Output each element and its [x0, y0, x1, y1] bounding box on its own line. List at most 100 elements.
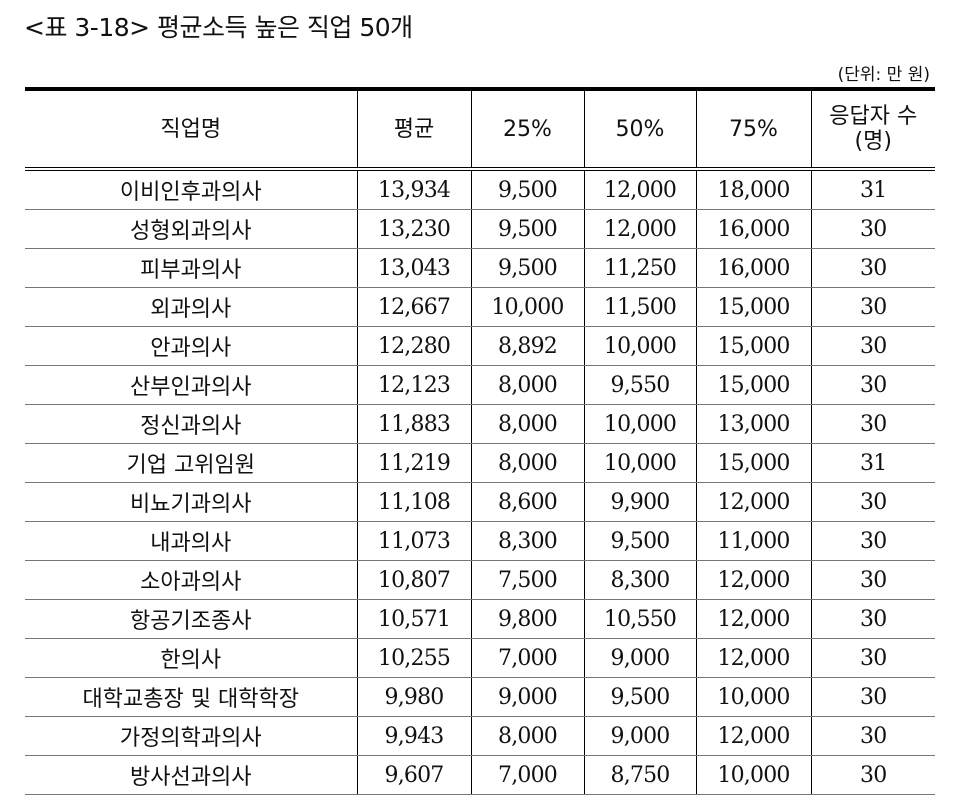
cell-respondents: 30	[810, 716, 935, 756]
cell-p50: 12,000	[583, 209, 696, 249]
cell-p25: 9,500	[470, 209, 584, 249]
cell-respondents: 30	[810, 755, 935, 795]
table-row: 피부과의사 13,043 9,500 11,250 16,000 30	[25, 248, 935, 288]
cell-occupation: 안과의사	[25, 326, 357, 366]
cell-mean: 13,043	[356, 248, 471, 288]
cell-mean: 12,123	[356, 365, 471, 405]
table-row: 외과의사 12,667 10,000 11,500 15,000 30	[25, 287, 935, 327]
table-row: 대학교총장 및 대학학장 9,980 9,000 9,500 10,000 30	[25, 677, 935, 717]
table-row: 항공기조종사 10,571 9,800 10,550 12,000 30	[25, 599, 935, 639]
cell-p50: 11,500	[583, 287, 696, 327]
cell-p25: 8,600	[470, 482, 584, 522]
table-row: 기업 고위임원 11,219 8,000 10,000 15,000 31	[25, 443, 935, 483]
cell-p50: 9,500	[583, 521, 696, 561]
cell-p25: 9,500	[470, 169, 584, 210]
cell-mean: 13,230	[356, 209, 471, 249]
col-header-p25: 25%	[470, 89, 584, 171]
cell-occupation: 한의사	[25, 638, 357, 678]
cell-occupation: 비뇨기과의사	[25, 482, 357, 522]
cell-respondents: 30	[810, 599, 935, 639]
col-header-p75: 75%	[695, 89, 811, 171]
cell-occupation: 정신과의사	[25, 404, 357, 444]
cell-occupation: 항공기조종사	[25, 599, 357, 639]
cell-p25: 8,000	[470, 443, 584, 483]
cell-mean: 11,883	[356, 404, 471, 444]
cell-respondents: 30	[810, 248, 935, 288]
cell-p25: 10,000	[470, 287, 584, 327]
cell-mean: 11,073	[356, 521, 471, 561]
cell-respondents: 30	[810, 677, 935, 717]
cell-p50: 10,550	[583, 599, 696, 639]
cell-occupation: 성형외과의사	[25, 209, 357, 249]
cell-respondents: 30	[810, 287, 935, 327]
cell-mean: 10,255	[356, 638, 471, 678]
cell-p50: 9,550	[583, 365, 696, 405]
cell-respondents: 31	[810, 169, 935, 210]
cell-p50: 9,000	[583, 716, 696, 756]
cell-p25: 8,000	[470, 404, 584, 444]
cell-respondents: 30	[810, 209, 935, 249]
cell-occupation: 산부인과의사	[25, 365, 357, 405]
table-row: 방사선과의사 9,607 7,000 8,750 10,000 30	[25, 755, 935, 795]
table-row: 성형외과의사 13,230 9,500 12,000 16,000 30	[25, 209, 935, 249]
cell-occupation: 내과의사	[25, 521, 357, 561]
cell-mean: 9,980	[356, 677, 471, 717]
cell-respondents: 30	[810, 482, 935, 522]
table-row: 한의사 10,255 7,000 9,000 12,000 30	[25, 638, 935, 678]
cell-occupation: 소아과의사	[25, 560, 357, 600]
cell-respondents: 30	[810, 560, 935, 600]
cell-p50: 10,000	[583, 326, 696, 366]
cell-p25: 9,000	[470, 677, 584, 717]
cell-occupation: 기업 고위임원	[25, 443, 357, 483]
cell-occupation: 가정의학과의사	[25, 716, 357, 756]
cell-mean: 10,807	[356, 560, 471, 600]
cell-mean: 9,607	[356, 755, 471, 795]
cell-mean: 11,219	[356, 443, 471, 483]
cell-occupation: 외과의사	[25, 287, 357, 327]
unit-note: (단위: 만 원)	[837, 65, 930, 85]
table-row: 비뇨기과의사 11,108 8,600 9,900 12,000 30	[25, 482, 935, 522]
cell-p25: 8,000	[470, 716, 584, 756]
cell-p25: 8,000	[470, 365, 584, 405]
cell-p75: 12,000	[695, 482, 811, 522]
cell-p50: 8,300	[583, 560, 696, 600]
cell-p75: 12,000	[695, 560, 811, 600]
table-caption: <표 3-18> 평균소득 높은 직업 50개	[24, 13, 413, 42]
cell-mean: 10,571	[356, 599, 471, 639]
cell-p50: 10,000	[583, 443, 696, 483]
cell-p75: 16,000	[695, 248, 811, 288]
cell-p75: 16,000	[695, 209, 811, 249]
col-header-p50: 50%	[583, 89, 696, 171]
cell-p75: 18,000	[695, 169, 811, 210]
cell-respondents: 30	[810, 638, 935, 678]
cell-p75: 12,000	[695, 638, 811, 678]
table-row: 정신과의사 11,883 8,000 10,000 13,000 30	[25, 404, 935, 444]
cell-p75: 12,000	[695, 716, 811, 756]
table-body: 이비인후과의사 13,934 9,500 12,000 18,000 31 성형외과의사 13…	[25, 169, 935, 795]
table-row: 내과의사 11,073 8,300 9,500 11,000 30	[25, 521, 935, 561]
cell-mean: 12,280	[356, 326, 471, 366]
cell-p25: 7,000	[470, 755, 584, 795]
income-table: 직업명 평균 25% 50% 75% 응답자 수 (명) 이비인후과의사 13,9…	[25, 87, 935, 795]
table-row: 이비인후과의사 13,934 9,500 12,000 18,000 31	[25, 169, 935, 210]
cell-respondents: 30	[810, 521, 935, 561]
cell-p75: 15,000	[695, 287, 811, 327]
cell-respondents: 30	[810, 365, 935, 405]
cell-p75: 10,000	[695, 677, 811, 717]
cell-p25: 9,500	[470, 248, 584, 288]
cell-respondents: 30	[810, 326, 935, 366]
table-row: 안과의사 12,280 8,892 10,000 15,000 30	[25, 326, 935, 366]
cell-p50: 9,000	[583, 638, 696, 678]
cell-p25: 8,892	[470, 326, 584, 366]
cell-respondents: 31	[810, 443, 935, 483]
cell-p75: 13,000	[695, 404, 811, 444]
col-header-occupation: 직업명	[25, 89, 357, 171]
header-row: 직업명 평균 25% 50% 75% 응답자 수 (명)	[25, 89, 935, 171]
cell-p50: 12,000	[583, 169, 696, 210]
cell-p75: 15,000	[695, 326, 811, 366]
col-header-respondents: 응답자 수 (명)	[810, 89, 935, 171]
cell-p75: 12,000	[695, 599, 811, 639]
cell-mean: 12,667	[356, 287, 471, 327]
cell-p25: 7,000	[470, 638, 584, 678]
cell-p75: 15,000	[695, 443, 811, 483]
